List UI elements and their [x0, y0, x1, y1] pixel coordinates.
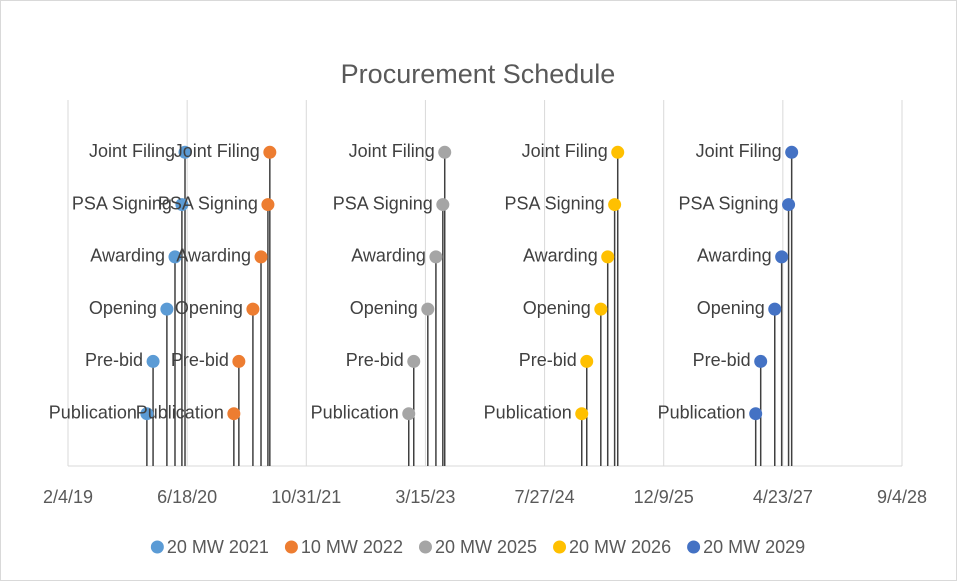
data-label: Publication: [484, 402, 572, 422]
x-tick-label: 12/9/25: [634, 487, 694, 507]
data-label: Pre-bid: [171, 350, 229, 370]
data-label: Joint Filing: [174, 141, 260, 161]
data-label: Pre-bid: [693, 350, 751, 370]
point: [429, 250, 443, 264]
x-tick-label: 9/4/28: [877, 487, 927, 507]
point: [402, 407, 416, 421]
point: [436, 198, 450, 212]
data-label: Opening: [523, 298, 591, 318]
data-label: Opening: [697, 298, 765, 318]
point: [575, 407, 589, 421]
data-label: Pre-bid: [346, 350, 404, 370]
point: [785, 145, 799, 159]
data-label: Joint Filing: [89, 141, 175, 161]
point: [232, 354, 246, 368]
data-label: Awarding: [523, 246, 598, 266]
data-label: Publication: [49, 402, 137, 422]
data-label: Joint Filing: [696, 141, 782, 161]
legend-marker: [553, 540, 567, 554]
x-tick-label: 2/4/19: [43, 487, 93, 507]
x-tick-label: 7/27/24: [515, 487, 575, 507]
point: [175, 198, 189, 212]
point: [261, 198, 275, 212]
data-label: Joint Filing: [349, 141, 435, 161]
data-label: PSA Signing: [505, 193, 605, 213]
data-label: Opening: [175, 298, 243, 318]
data-label: PSA Signing: [158, 193, 258, 213]
point: [407, 354, 421, 368]
point: [611, 145, 625, 159]
chart-title: Procurement Schedule: [341, 59, 616, 89]
point: [782, 198, 796, 212]
data-label: Joint Filing: [522, 141, 608, 161]
data-label: Awarding: [351, 246, 426, 266]
x-tick-label: 6/18/20: [157, 487, 217, 507]
data-label: Opening: [89, 298, 157, 318]
point: [178, 145, 192, 159]
data-label: Awarding: [90, 246, 165, 266]
data-label: Pre-bid: [519, 350, 577, 370]
data-label: PSA Signing: [333, 193, 433, 213]
legend-label: 20 MW 2026: [569, 537, 671, 557]
point: [160, 302, 174, 316]
point: [749, 407, 763, 421]
data-label: Publication: [311, 402, 399, 422]
point: [580, 354, 594, 368]
data-label: Publication: [136, 402, 224, 422]
point: [608, 198, 622, 212]
data-label: Opening: [350, 298, 418, 318]
legend-label: 20 MW 2021: [167, 537, 269, 557]
point: [263, 145, 277, 159]
legend-label: 10 MW 2022: [301, 537, 403, 557]
legend-marker: [150, 540, 164, 554]
legend-label: 20 MW 2029: [703, 537, 805, 557]
legend-marker: [687, 540, 701, 554]
point: [775, 250, 789, 264]
point: [754, 354, 768, 368]
legend-marker: [418, 540, 432, 554]
data-label: Pre-bid: [85, 350, 143, 370]
data-label: Awarding: [697, 246, 772, 266]
point: [601, 250, 615, 264]
point: [438, 145, 452, 159]
point: [421, 302, 435, 316]
data-label: Publication: [658, 402, 746, 422]
data-label: Awarding: [176, 246, 251, 266]
point: [146, 354, 160, 368]
point: [140, 407, 154, 421]
data-label: PSA Signing: [72, 193, 172, 213]
point: [594, 302, 608, 316]
legend-label: 20 MW 2025: [435, 537, 537, 557]
point: [168, 250, 182, 264]
data-label: PSA Signing: [678, 193, 778, 213]
legend-marker: [284, 540, 298, 554]
x-tick-label: 10/31/21: [271, 487, 341, 507]
x-tick-label: 3/15/23: [395, 487, 455, 507]
x-tick-label: 4/23/27: [753, 487, 813, 507]
point: [246, 302, 260, 316]
point: [254, 250, 268, 264]
point: [768, 302, 782, 316]
point: [227, 407, 241, 421]
